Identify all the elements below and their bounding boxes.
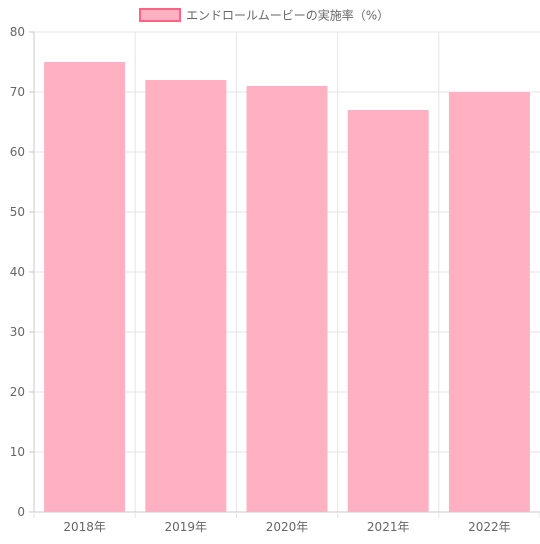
y-tick-label: 70 xyxy=(10,85,25,99)
legend[interactable]: エンドロールムービーの実施率（%） xyxy=(139,8,389,23)
bar-2022年 xyxy=(448,92,530,512)
y-tick-label: 30 xyxy=(10,325,25,339)
y-tick-label: 0 xyxy=(17,505,25,519)
y-tick-label: 60 xyxy=(10,145,25,159)
legend-swatch xyxy=(139,8,181,22)
legend-label: エンドロールムービーの実施率（%） xyxy=(186,8,389,23)
axes xyxy=(33,32,540,518)
bar-2019年 xyxy=(145,80,227,512)
y-tick-label: 50 xyxy=(10,205,25,219)
y-tick-label: 10 xyxy=(10,445,25,459)
y-tick-label: 40 xyxy=(10,265,25,279)
y-axis-ticks: 0 10 20 30 40 50 60 70 80 xyxy=(10,25,34,519)
bars xyxy=(44,62,530,512)
x-tick-label: 2019年 xyxy=(165,520,208,534)
y-tick-label: 20 xyxy=(10,385,25,399)
bar-2020年 xyxy=(246,86,328,512)
x-tick-label: 2021年 xyxy=(367,520,410,534)
bar-2018年 xyxy=(44,62,126,512)
y-tick-label: 80 xyxy=(10,25,25,39)
x-tick-label: 2020年 xyxy=(266,520,309,534)
x-axis-ticks: 2018年 2019年 2020年 2021年 2022年 xyxy=(33,512,540,534)
x-tick-label: 2018年 xyxy=(63,520,106,534)
bar-2021年 xyxy=(347,110,429,512)
x-tick-label: 2022年 xyxy=(468,520,511,534)
